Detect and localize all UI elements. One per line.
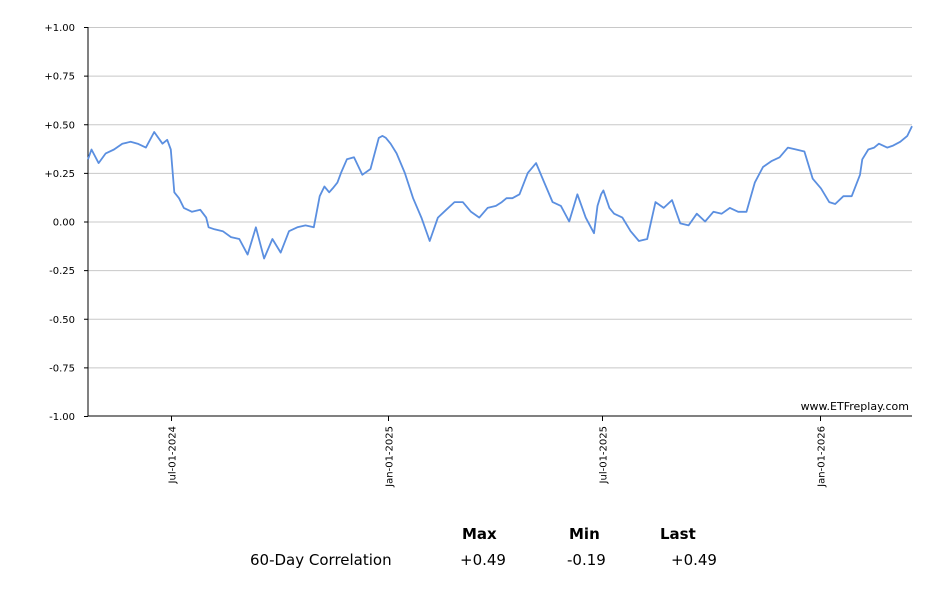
y-tick-label: +0.75 [44, 72, 75, 83]
stats-header-min: Min [569, 525, 600, 543]
correlation-line [87, 125, 913, 260]
x-tick-label: Jan-01-2026 [817, 426, 828, 488]
x-axis-ticks: Jul-01-2024 Jan-01-2025 Jul-01-2025 Jan-01-… [168, 416, 828, 488]
stats-header-max: Max [462, 525, 497, 543]
stats-header-last: Last [660, 525, 696, 543]
stats-table: Max Min Last 60-Day Correlation +0.49 -0… [0, 520, 940, 580]
stats-value-max: +0.49 [460, 551, 506, 569]
correlation-chart: +1.00 +0.75 +0.50 +0.25 0.00 -0.25 -0.50 -0.75 -… [44, 23, 913, 488]
stats-value-min: -0.19 [567, 551, 606, 569]
x-tick-label: Jul-01-2024 [168, 426, 179, 484]
stats-value-last: +0.49 [671, 551, 717, 569]
y-tick-label: +0.50 [44, 120, 75, 131]
y-tick-label: -1.00 [49, 412, 75, 423]
y-tick-label: -0.75 [49, 363, 75, 374]
y-tick-label: +1.00 [44, 23, 75, 34]
x-tick-label: Jul-01-2025 [599, 426, 610, 484]
watermark-text: www.ETFreplay.com [801, 400, 909, 413]
chart-grid [88, 27, 912, 369]
x-tick-label: Jan-01-2025 [385, 426, 396, 488]
y-axis-ticks: +1.00 +0.75 +0.50 +0.25 0.00 -0.25 -0.50 -0.75 -… [44, 23, 88, 423]
stats-row-label: 60-Day Correlation [250, 551, 392, 569]
y-tick-label: 0.00 [53, 218, 75, 229]
y-tick-label: -0.25 [49, 266, 75, 277]
y-tick-label: -0.50 [49, 315, 75, 326]
y-tick-label: +0.25 [44, 169, 75, 180]
